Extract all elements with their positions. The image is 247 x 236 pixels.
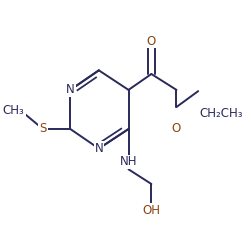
Text: NH: NH — [120, 156, 137, 169]
Text: N: N — [94, 142, 103, 155]
Text: O: O — [147, 34, 156, 47]
Text: OH: OH — [142, 204, 160, 217]
Text: N: N — [66, 83, 75, 96]
Text: S: S — [39, 122, 47, 135]
Text: O: O — [172, 122, 181, 135]
Text: CH₃: CH₃ — [3, 104, 25, 117]
Text: CH₂CH₃: CH₂CH₃ — [199, 107, 243, 120]
